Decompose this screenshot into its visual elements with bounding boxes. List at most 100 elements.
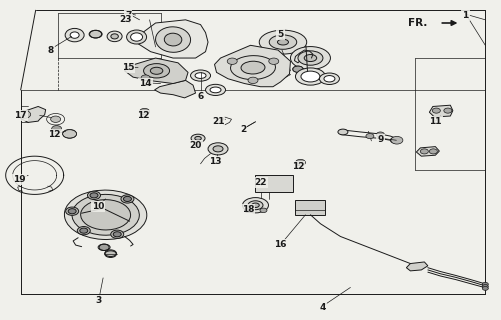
Text: 23: 23 xyxy=(119,15,132,24)
Circle shape xyxy=(293,66,303,72)
Ellipse shape xyxy=(190,70,210,81)
Circle shape xyxy=(140,108,150,115)
Circle shape xyxy=(90,30,102,38)
Circle shape xyxy=(391,136,403,144)
Ellipse shape xyxy=(291,47,331,69)
Circle shape xyxy=(482,284,488,288)
Ellipse shape xyxy=(210,87,221,93)
Polygon shape xyxy=(214,45,291,87)
Ellipse shape xyxy=(278,39,289,45)
Circle shape xyxy=(296,55,304,60)
Circle shape xyxy=(99,244,109,251)
Ellipse shape xyxy=(230,56,276,80)
Text: 8: 8 xyxy=(48,45,54,55)
Text: 4: 4 xyxy=(320,303,326,312)
Circle shape xyxy=(432,108,440,113)
Ellipse shape xyxy=(150,67,163,74)
Ellipse shape xyxy=(191,134,205,142)
Ellipse shape xyxy=(213,146,223,152)
Circle shape xyxy=(111,230,124,238)
Text: 12: 12 xyxy=(49,130,61,139)
Text: 13: 13 xyxy=(209,157,222,166)
Polygon shape xyxy=(125,58,188,84)
Ellipse shape xyxy=(338,129,348,135)
Ellipse shape xyxy=(259,30,307,54)
Circle shape xyxy=(482,282,488,286)
Ellipse shape xyxy=(107,31,122,42)
Ellipse shape xyxy=(155,27,190,52)
Ellipse shape xyxy=(298,51,323,65)
Circle shape xyxy=(141,75,150,81)
Ellipse shape xyxy=(252,203,259,207)
Circle shape xyxy=(51,116,61,123)
Ellipse shape xyxy=(195,73,206,78)
Polygon shape xyxy=(20,107,46,123)
Circle shape xyxy=(19,111,31,118)
Polygon shape xyxy=(135,20,208,58)
Circle shape xyxy=(123,196,131,202)
Ellipse shape xyxy=(127,30,147,44)
Text: 12: 12 xyxy=(292,162,304,171)
Ellipse shape xyxy=(72,195,139,235)
Circle shape xyxy=(260,208,267,212)
Circle shape xyxy=(68,209,76,214)
Circle shape xyxy=(420,149,428,154)
Text: 18: 18 xyxy=(242,205,254,214)
Text: 15: 15 xyxy=(122,63,134,72)
Text: FR.: FR. xyxy=(408,18,428,28)
Ellipse shape xyxy=(242,197,269,213)
Text: 14: 14 xyxy=(139,79,152,88)
Ellipse shape xyxy=(65,28,84,42)
Ellipse shape xyxy=(304,54,317,61)
Ellipse shape xyxy=(241,61,265,74)
Circle shape xyxy=(444,108,452,113)
Ellipse shape xyxy=(320,73,340,84)
Ellipse shape xyxy=(111,34,118,39)
Ellipse shape xyxy=(65,190,147,239)
Ellipse shape xyxy=(296,68,326,85)
Polygon shape xyxy=(155,80,195,98)
Text: 3: 3 xyxy=(95,296,101,305)
Text: 2: 2 xyxy=(240,125,246,134)
Circle shape xyxy=(66,207,79,215)
Text: 1: 1 xyxy=(462,11,468,20)
Ellipse shape xyxy=(164,33,182,46)
Circle shape xyxy=(113,232,121,237)
Ellipse shape xyxy=(70,32,79,38)
Circle shape xyxy=(244,208,252,212)
Text: 17: 17 xyxy=(15,111,27,120)
Circle shape xyxy=(80,228,88,233)
Text: 10: 10 xyxy=(92,202,104,211)
Polygon shape xyxy=(429,105,453,117)
Ellipse shape xyxy=(390,137,400,143)
Bar xyxy=(256,175,293,193)
Circle shape xyxy=(88,191,101,199)
Circle shape xyxy=(482,286,488,290)
Ellipse shape xyxy=(269,35,297,49)
Text: 22: 22 xyxy=(254,178,267,187)
Ellipse shape xyxy=(301,71,320,82)
Text: 7: 7 xyxy=(125,11,131,20)
Bar xyxy=(296,199,326,215)
Text: 12: 12 xyxy=(137,111,149,120)
Text: 9: 9 xyxy=(377,135,384,144)
Text: 16: 16 xyxy=(274,240,287,249)
Ellipse shape xyxy=(248,201,263,210)
Text: 11: 11 xyxy=(429,117,441,126)
Circle shape xyxy=(90,193,98,198)
Circle shape xyxy=(269,58,279,64)
Ellipse shape xyxy=(205,84,225,95)
Circle shape xyxy=(429,149,437,154)
Text: 6: 6 xyxy=(197,92,204,101)
Circle shape xyxy=(296,159,306,166)
Circle shape xyxy=(63,129,77,138)
Ellipse shape xyxy=(324,76,335,82)
Ellipse shape xyxy=(144,64,169,78)
Circle shape xyxy=(77,227,90,235)
Circle shape xyxy=(366,133,374,139)
Polygon shape xyxy=(406,262,428,271)
Circle shape xyxy=(105,250,117,258)
Circle shape xyxy=(376,132,384,137)
Circle shape xyxy=(227,58,237,64)
Ellipse shape xyxy=(208,143,228,155)
